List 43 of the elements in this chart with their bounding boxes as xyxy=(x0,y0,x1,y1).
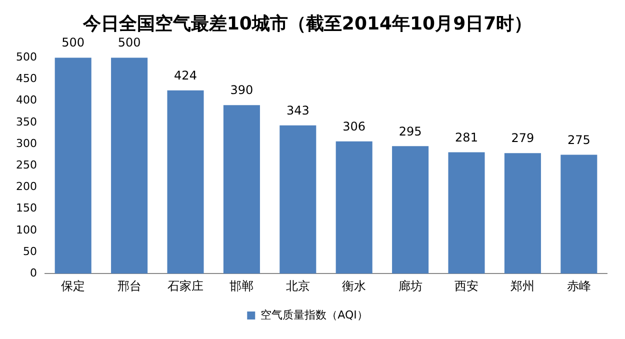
x-tick-label: 邯郸 xyxy=(230,278,254,293)
x-tick-label: 赤峰 xyxy=(566,278,591,293)
x-tick-label: 廊坊 xyxy=(398,278,422,293)
data-label: 279 xyxy=(511,131,534,146)
x-tick-label: 衡水 xyxy=(342,278,366,293)
x-tick-label: 西安 xyxy=(454,278,478,293)
bar xyxy=(448,152,485,274)
legend-label: 空气质量指数（AQI） xyxy=(260,308,368,322)
y-tick-label: 200 xyxy=(16,180,37,194)
bar xyxy=(336,141,372,274)
data-label: 424 xyxy=(174,68,197,83)
bar xyxy=(223,105,260,274)
y-tick-label: 50 xyxy=(22,244,37,258)
y-tick-label: 400 xyxy=(16,94,37,107)
y-tick-label: 150 xyxy=(16,202,37,215)
y-tick-label: 350 xyxy=(16,115,37,128)
data-label: 343 xyxy=(286,104,310,118)
x-tick-label: 北京 xyxy=(286,278,310,293)
data-label: 306 xyxy=(342,120,366,134)
data-label: 500 xyxy=(118,36,141,50)
bar xyxy=(167,90,204,274)
bar xyxy=(560,154,598,274)
bar xyxy=(111,58,148,274)
bar xyxy=(280,125,316,274)
data-label: 500 xyxy=(62,36,85,50)
y-tick-label: 450 xyxy=(16,72,37,86)
bar xyxy=(392,146,429,274)
bar xyxy=(54,58,92,274)
x-tick-label: 石家庄 xyxy=(167,278,204,293)
data-label: 275 xyxy=(567,132,590,147)
data-label: 295 xyxy=(398,124,422,138)
bar xyxy=(504,153,541,274)
chart-title: 今日全国空气最差10城市（截至2014年10月9日7时） xyxy=(82,13,532,34)
y-tick-label: 500 xyxy=(16,50,37,64)
x-tick-label: 邢台 xyxy=(117,278,142,293)
x-tick-label: 郑州 xyxy=(510,278,535,293)
data-label: 281 xyxy=(455,130,478,144)
y-tick-label: 250 xyxy=(16,158,37,172)
y-tick-label: 0 xyxy=(30,266,37,280)
y-tick-label: 100 xyxy=(16,223,37,236)
data-label: 390 xyxy=(230,83,254,98)
y-tick-label: 300 xyxy=(16,136,37,150)
x-tick-label: 保定 xyxy=(61,278,86,293)
